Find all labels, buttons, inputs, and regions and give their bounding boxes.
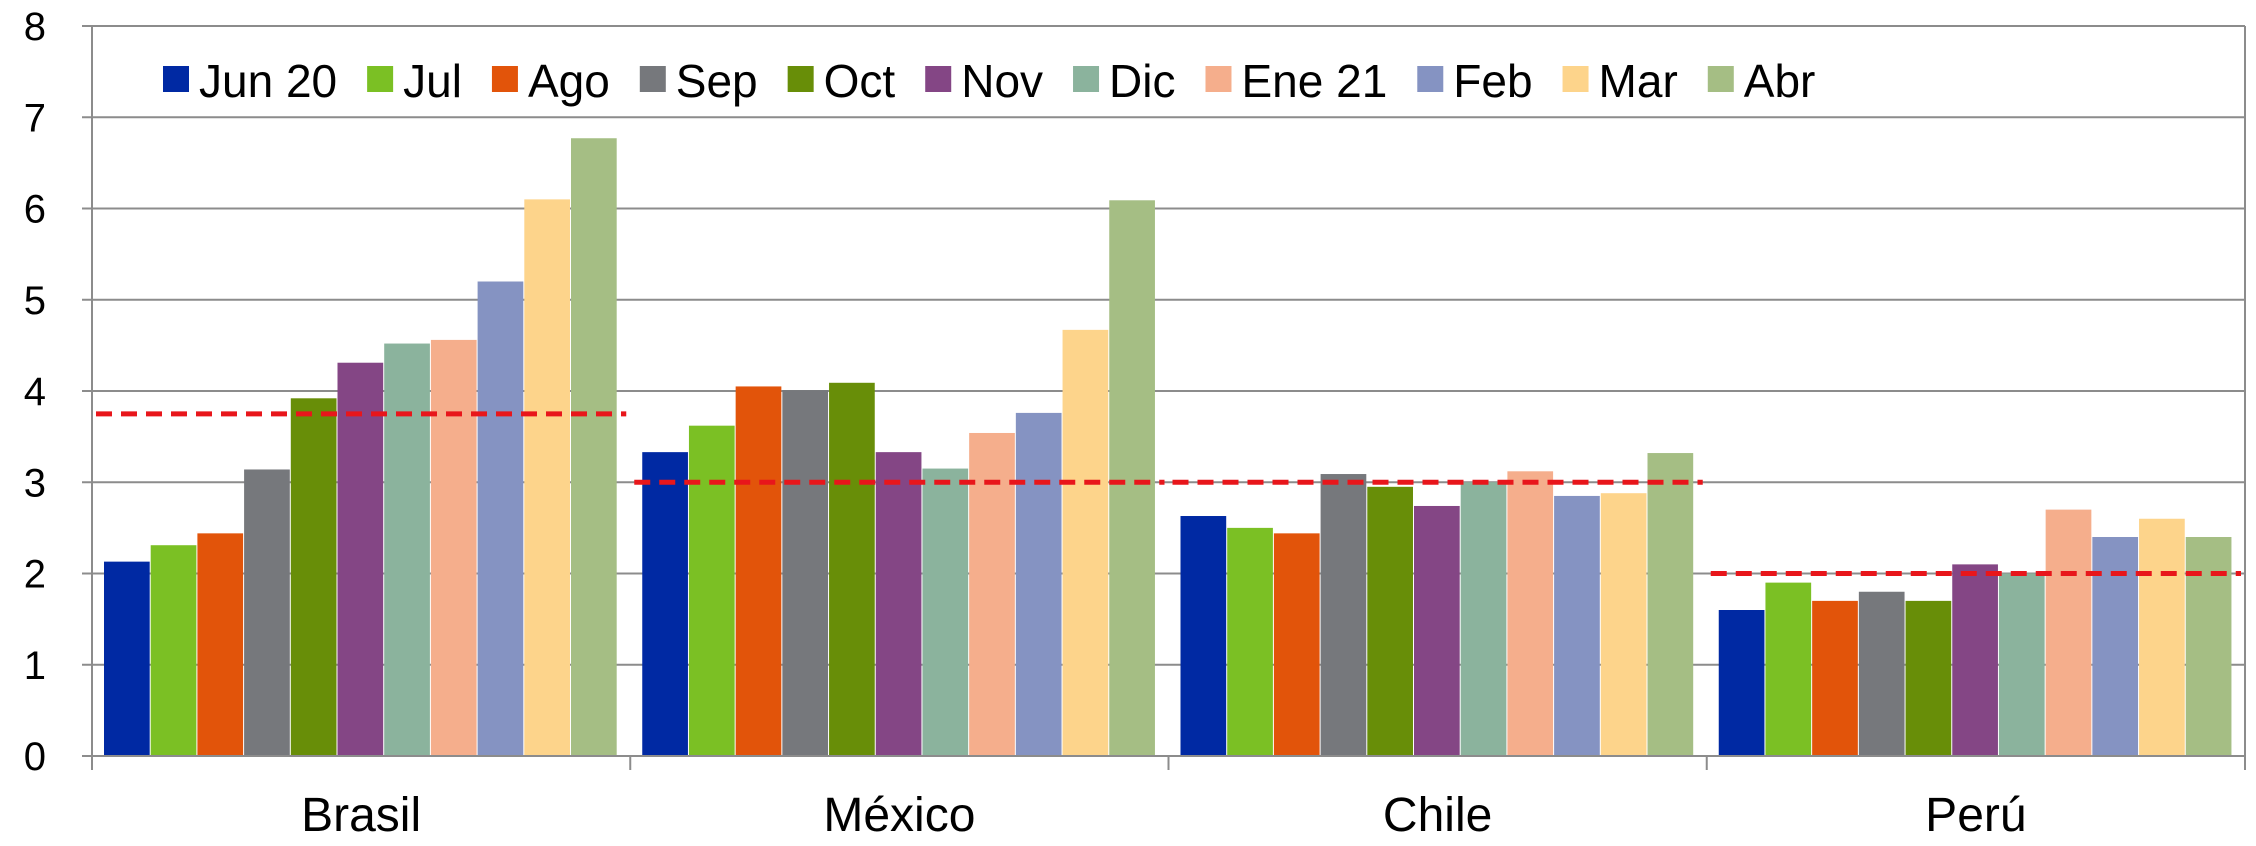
bar	[1414, 505, 1460, 756]
y-tick-label: 4	[24, 370, 46, 414]
legend-swatch	[639, 66, 666, 92]
bar	[1600, 493, 1647, 756]
target-lines	[96, 411, 2241, 576]
legend-swatch	[1073, 66, 1100, 92]
legend-swatch	[367, 66, 394, 92]
y-tick-label: 1	[24, 644, 46, 688]
legend-swatch	[925, 66, 952, 92]
bar	[1015, 412, 1062, 756]
legend-label: Sep	[676, 55, 758, 107]
x-tick-label: Perú	[1925, 789, 2026, 841]
y-tick-label: 2	[24, 553, 46, 597]
bar	[1109, 200, 1155, 757]
legend-label: Abr	[1744, 55, 1816, 107]
bar	[922, 468, 969, 756]
legend-swatch	[1417, 66, 1444, 92]
y-tick-label: 5	[24, 279, 46, 323]
legend-swatch	[491, 66, 518, 92]
bar	[969, 432, 1015, 756]
legend-swatch	[1205, 66, 1232, 92]
x-tick-label: Chile	[1383, 789, 1492, 841]
y-tick-label: 0	[24, 735, 46, 779]
legend-label: Dic	[1109, 55, 1175, 107]
bar	[2139, 518, 2185, 756]
bars	[104, 138, 2232, 757]
bar	[430, 339, 477, 756]
bar	[244, 469, 290, 756]
legend-label: Nov	[961, 55, 1043, 107]
bar	[1812, 600, 1858, 756]
bar	[524, 199, 570, 756]
legend-label: Jul	[403, 55, 462, 107]
bar	[1647, 453, 1694, 756]
bar	[290, 398, 337, 756]
bar	[875, 452, 922, 756]
bar	[688, 425, 735, 756]
bar	[337, 362, 384, 756]
y-tick-label: 8	[24, 5, 46, 49]
axes: 0 1 2 3 4 5 6 7 8 Brasil México Chile Perú	[24, 5, 2246, 842]
bar	[2185, 537, 2232, 756]
bar	[571, 138, 617, 757]
bar	[1227, 527, 1273, 756]
bar	[477, 281, 524, 756]
legend-label: Oct	[824, 55, 896, 107]
bar	[1507, 471, 1554, 756]
bar	[1554, 495, 1600, 756]
x-tick-label: Brasil	[301, 789, 421, 841]
legend-label: Jun 20	[199, 55, 337, 107]
bar	[150, 545, 197, 756]
bar	[1952, 564, 1998, 756]
bar	[1858, 591, 1905, 756]
legend-swatch	[787, 66, 814, 92]
legend-label: Ene 21	[1241, 55, 1387, 107]
bar	[1180, 516, 1227, 756]
y-tick-label: 6	[24, 188, 46, 232]
legend-label: Mar	[1599, 55, 1678, 107]
legend: Jun 20 Jul Ago Sep Oct Nov Dic Ene 21 Feb Mar Abr	[163, 55, 1815, 107]
bar	[1460, 482, 1507, 756]
bar	[1998, 573, 2045, 756]
y-tick-label: 7	[24, 96, 46, 140]
legend-swatch	[1707, 66, 1734, 92]
bar	[782, 390, 829, 756]
bar	[1765, 582, 1812, 756]
bar	[1718, 610, 1765, 756]
legend-label: Ago	[528, 55, 610, 107]
bar	[642, 452, 688, 756]
bar	[1273, 533, 1320, 756]
bar	[104, 561, 150, 756]
bar	[735, 386, 782, 756]
legend-swatch	[1562, 66, 1589, 92]
y-tick-label: 3	[24, 461, 46, 505]
bar	[384, 343, 430, 756]
legend-label: Feb	[1453, 55, 1532, 107]
bar	[1062, 329, 1109, 756]
bar	[1367, 486, 1413, 756]
bar	[2092, 537, 2139, 756]
x-tick-label: México	[823, 789, 975, 841]
legend-swatch	[163, 66, 189, 92]
bar	[829, 382, 875, 756]
bar	[1320, 474, 1367, 756]
bar	[2045, 509, 2092, 756]
bar	[1905, 600, 1952, 756]
bar	[197, 533, 244, 756]
